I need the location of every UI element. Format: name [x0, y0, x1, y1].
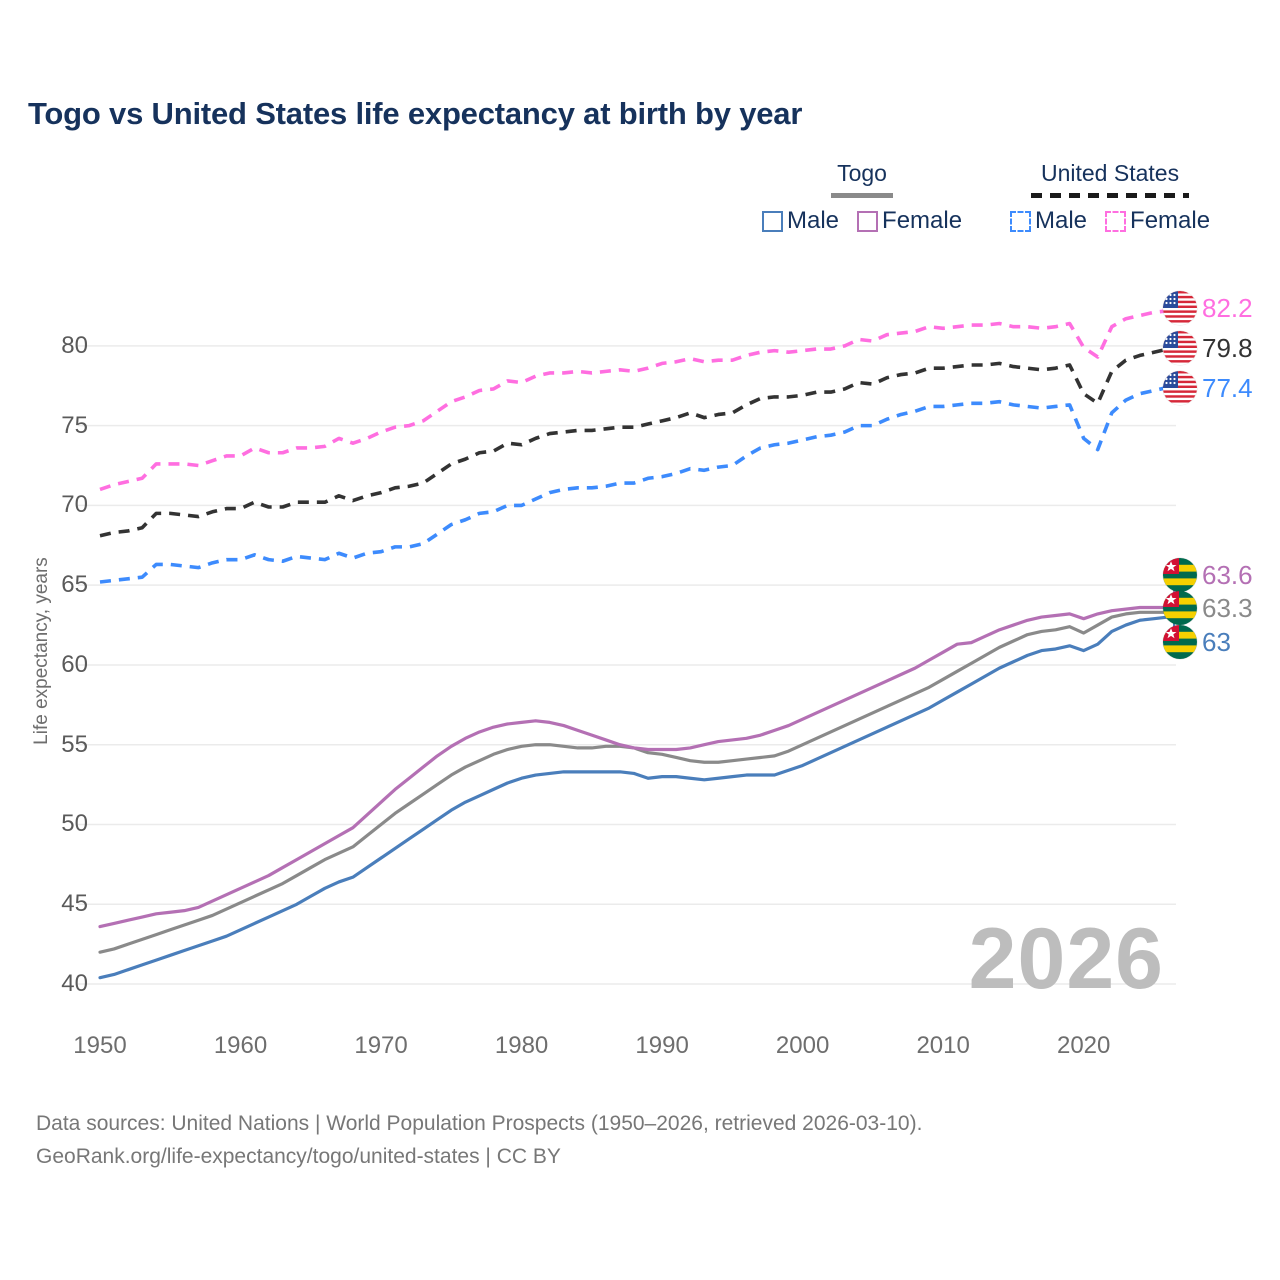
x-axis-tick-label: 2010	[916, 1032, 970, 1059]
y-axis-tick-label: 55	[61, 730, 88, 758]
legend-group-united-states: United States Male Female	[1010, 160, 1210, 235]
footer-line-2: GeoRank.org/life-expectancy/togo/united-…	[36, 1144, 561, 1168]
y-axis-tick-label: 60	[61, 650, 88, 678]
togo-flag-icon	[1163, 625, 1197, 659]
series-end-value: 63.6	[1202, 559, 1253, 590]
series-end-label: 77.4	[1163, 371, 1253, 405]
legend-swatch-icon	[1010, 210, 1031, 232]
y-axis-tick-label: 75	[61, 411, 88, 439]
y-axis-tick-label: 45	[61, 890, 88, 918]
y-axis-tick-label: 70	[61, 491, 88, 519]
us-flag-icon	[1163, 371, 1197, 405]
y-axis-tick-label: 50	[61, 810, 88, 838]
togo-flag-icon	[1163, 558, 1197, 592]
series-line-togo-male	[98, 615, 1170, 980]
x-axis-tick-label: 2000	[775, 1032, 830, 1059]
series-end-label: 63	[1163, 625, 1231, 659]
series-end-value: 77.4	[1202, 372, 1253, 403]
legend-item-us-female[interactable]: Female	[1105, 207, 1210, 235]
year-watermark: 2026	[968, 911, 1164, 1007]
us-flag-icon	[1163, 331, 1197, 365]
togo-flag-icon	[1163, 591, 1197, 625]
chart-legend: Togo Male Female United States Male	[752, 160, 1252, 240]
series-end-label: 63.3	[1163, 591, 1253, 625]
y-axis-tick-label: 80	[61, 331, 88, 359]
x-axis-tick-label: 1950	[73, 1032, 127, 1059]
series-end-label: 82.2	[1163, 291, 1253, 325]
page-title: Togo vs United States life expectancy at…	[28, 96, 803, 131]
legend-rule-dashed	[1031, 193, 1190, 198]
legend-swatch-icon	[1105, 210, 1127, 232]
legend-country-togo: Togo	[837, 160, 887, 186]
us-flag-icon	[1163, 291, 1197, 325]
series-end-value: 82.2	[1202, 292, 1253, 323]
footer-sources: Data sources: United Nations | World Pop…	[36, 1108, 922, 1173]
x-axis-tick-label: 1960	[213, 1032, 268, 1059]
legend-rule-solid	[831, 193, 894, 198]
legend-swatch-icon	[762, 210, 783, 232]
y-axis-tick-label: 65	[61, 571, 88, 599]
series-end-label: 79.8	[1163, 331, 1253, 365]
legend-item-us-male[interactable]: Male	[1010, 207, 1087, 235]
series-end-value: 63	[1202, 626, 1231, 657]
footer-line-1: Data sources: United Nations | World Pop…	[36, 1112, 923, 1135]
legend-item-togo-female[interactable]: Female	[857, 207, 962, 235]
x-axis-tick-label: 1980	[494, 1032, 549, 1059]
series-end-value: 79.8	[1202, 332, 1253, 363]
legend-label: Female	[1130, 207, 1211, 234]
series-end-value: 63.3	[1202, 592, 1253, 623]
y-axis-tick-label: 40	[61, 970, 88, 998]
x-axis-tick-label: 1990	[635, 1032, 689, 1059]
legend-item-togo-male[interactable]: Male	[762, 207, 839, 235]
x-axis-tick-label: 2020	[1056, 1032, 1111, 1059]
legend-group-togo: Togo Male Female	[762, 160, 962, 235]
legend-country-united-states: United States	[1040, 160, 1180, 186]
series-line-togo-female	[98, 605, 1170, 929]
series-line-united-states-total	[99, 347, 1169, 538]
legend-label: Male	[787, 207, 840, 234]
series-line-united-states-male	[99, 385, 1169, 584]
series-line-united-states-female	[99, 308, 1169, 492]
legend-label: Male	[1035, 207, 1088, 234]
series-end-label: 63.6	[1163, 558, 1253, 592]
legend-swatch-icon	[857, 210, 879, 232]
x-axis-tick-label: 1970	[354, 1032, 408, 1059]
legend-label: Female	[882, 207, 963, 234]
